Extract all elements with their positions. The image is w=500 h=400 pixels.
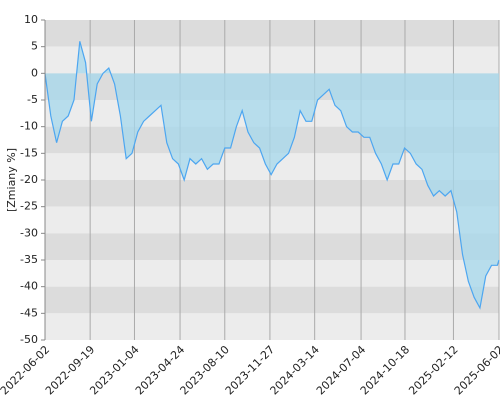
- band: [45, 260, 499, 287]
- y-tick-label: -50: [20, 333, 38, 346]
- y-tick-label: 10: [24, 13, 38, 26]
- y-tick-label: 5: [31, 40, 38, 53]
- y-tick-label: -25: [20, 200, 38, 213]
- y-tick-label: -5: [27, 93, 38, 106]
- y-tick-label: -40: [20, 280, 38, 293]
- line: [44, 41, 500, 310]
- band: [45, 20, 499, 47]
- y-axis-label: [Zmiany %]: [5, 148, 18, 212]
- y-tick-label: 0: [31, 66, 38, 79]
- area: [45, 41, 499, 308]
- y-tick-label: -30: [20, 226, 38, 239]
- y-tick-label: -45: [20, 306, 38, 319]
- y-tick-label: -35: [20, 253, 38, 266]
- band: [45, 313, 499, 340]
- band: [45, 46, 499, 74]
- band: [45, 206, 499, 234]
- y-tick-label: -10: [20, 120, 38, 133]
- y-tick-label: -20: [20, 173, 38, 186]
- band: [45, 286, 499, 314]
- band: [45, 180, 499, 207]
- y-tick-label: -15: [20, 146, 38, 159]
- band: [45, 233, 499, 260]
